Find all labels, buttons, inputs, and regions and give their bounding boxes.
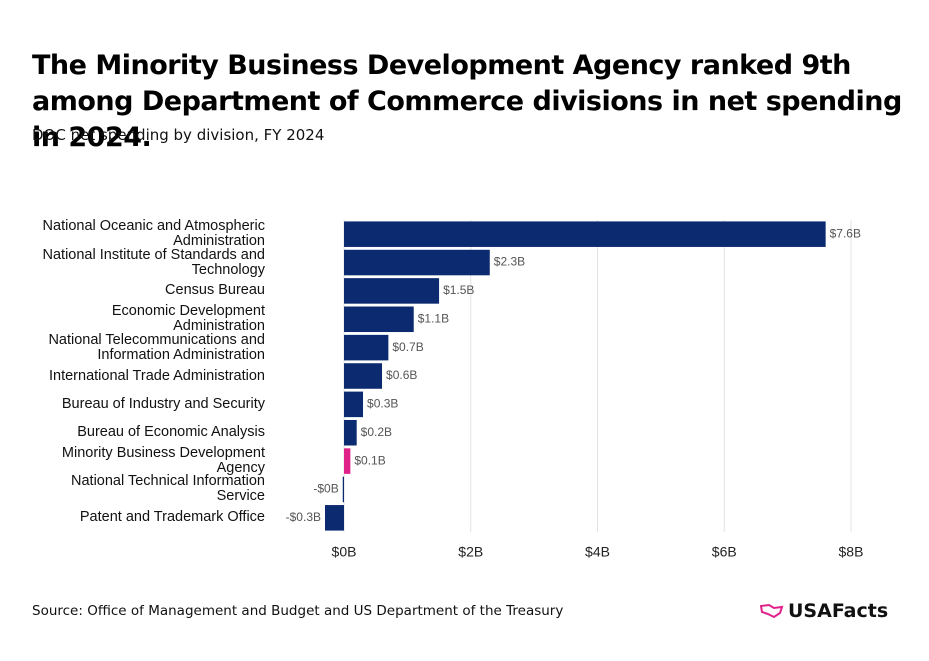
bar <box>344 419 357 446</box>
category-label: National Institute of Standards and Tech… <box>42 246 265 278</box>
x-tick-label: $2B <box>458 544 483 560</box>
value-label: $0.2B <box>361 425 392 439</box>
logo: USAFacts <box>760 600 888 622</box>
bar <box>344 363 383 389</box>
bar <box>344 334 389 361</box>
x-tick-label: $0B <box>332 544 357 560</box>
value-label: $1.5B <box>443 283 474 297</box>
category-label: Economic Development Administration <box>111 303 265 335</box>
x-tick-label: $4B <box>585 544 610 560</box>
value-label: $0.1B <box>354 453 385 467</box>
category-label: International Trade Administration <box>48 367 265 384</box>
value-label: $0.7B <box>392 340 423 354</box>
category-label: Census Bureau <box>165 282 265 299</box>
value-label: $2.3B <box>494 255 525 269</box>
logo-text: USAFacts <box>788 600 889 622</box>
chart-title: The Minority Business Development Agency… <box>32 50 902 153</box>
x-tick-label: $8B <box>839 544 864 560</box>
source-note: Source: Office of Management and Budget … <box>32 603 564 619</box>
category-label: National Telecommunications and Informat… <box>48 331 265 363</box>
bar <box>344 278 440 304</box>
category-label: Patent and Trademark Office <box>79 509 265 526</box>
chart-subtitle: DOC net spending by division, FY 2024 <box>32 126 325 144</box>
value-label: $7.6B <box>830 226 861 240</box>
x-tick-label: $6B <box>712 544 737 560</box>
category-label: National Technical Information Service <box>71 473 265 505</box>
value-label: $0.3B <box>367 397 398 411</box>
category-label: Minority Business Development Agency <box>61 445 265 477</box>
value-label: $1.1B <box>418 311 449 325</box>
value-label: -$0B <box>313 482 338 496</box>
bar <box>344 221 826 247</box>
category-label: National Oceanic and Atmospheric Adminis… <box>42 218 265 250</box>
bar <box>325 505 345 531</box>
bar <box>344 391 364 418</box>
value-label: $0.6B <box>386 368 417 382</box>
bar <box>342 476 345 503</box>
logo-icon <box>760 603 784 619</box>
bar <box>344 249 490 276</box>
value-label: -$0.3B <box>286 510 321 524</box>
category-label: Bureau of Industry and Security <box>61 395 265 412</box>
bar <box>344 306 414 333</box>
bar <box>344 448 351 474</box>
category-label: Bureau of Economic Analysis <box>77 424 265 441</box>
